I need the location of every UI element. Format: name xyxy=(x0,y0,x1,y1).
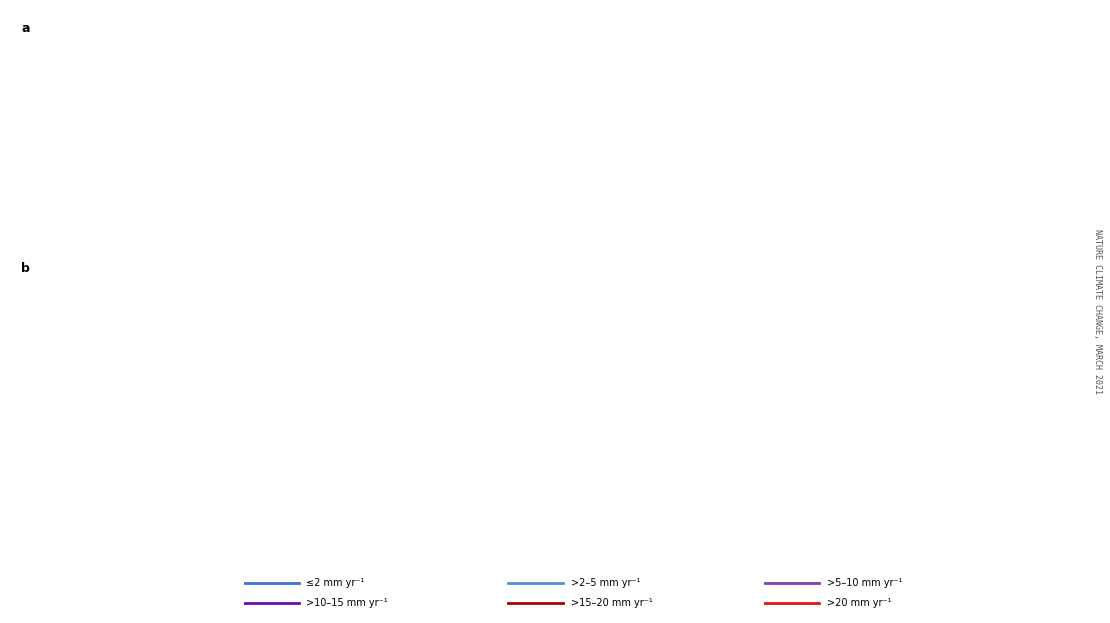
Text: >15–20 mm yr⁻¹: >15–20 mm yr⁻¹ xyxy=(571,597,653,608)
Text: >10–15 mm yr⁻¹: >10–15 mm yr⁻¹ xyxy=(306,597,388,608)
Text: a: a xyxy=(21,22,30,36)
Text: >20 mm yr⁻¹: >20 mm yr⁻¹ xyxy=(827,597,891,608)
Text: b: b xyxy=(21,262,30,275)
Text: ≤2 mm yr⁻¹: ≤2 mm yr⁻¹ xyxy=(306,578,365,588)
Text: >2–5 mm yr⁻¹: >2–5 mm yr⁻¹ xyxy=(571,578,640,588)
Text: >5–10 mm yr⁻¹: >5–10 mm yr⁻¹ xyxy=(827,578,902,588)
Text: NATURE CLIMATE CHANGE, MARCH 2021: NATURE CLIMATE CHANGE, MARCH 2021 xyxy=(1093,229,1102,394)
